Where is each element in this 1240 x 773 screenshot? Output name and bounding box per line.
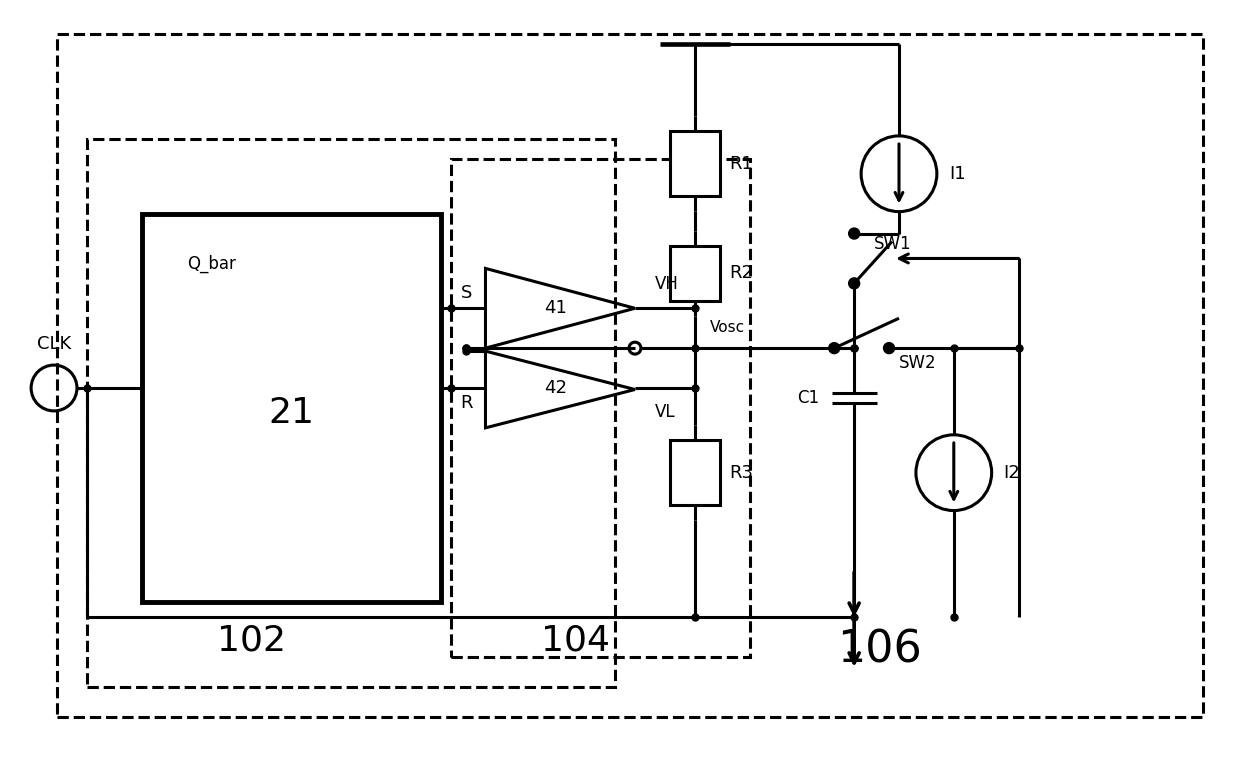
Bar [57,34,1203,717]
Text: I2: I2 [1003,464,1021,482]
Text: 21: 21 [268,396,314,430]
Text: SW2: SW2 [899,354,936,372]
Text: R2: R2 [729,264,754,282]
Text: 41: 41 [544,299,567,317]
Text: 42: 42 [543,379,567,397]
Circle shape [848,228,859,239]
Circle shape [828,342,839,353]
Bar [450,158,749,657]
Bar [87,139,615,687]
Text: VH: VH [655,275,678,293]
Text: R: R [460,394,474,412]
Text: Vosc: Vosc [709,320,745,335]
Text: CLK: CLK [37,335,71,353]
Text: 106: 106 [837,629,921,672]
Text: I1: I1 [949,165,966,182]
Bar [670,131,719,196]
Text: 104: 104 [541,623,610,657]
Text: R3: R3 [729,464,754,482]
Text: C1: C1 [797,389,820,407]
Text: SW1: SW1 [874,234,911,253]
Circle shape [848,278,859,289]
Bar [670,441,719,505]
Text: S: S [460,284,472,302]
Text: Q_bar: Q_bar [187,254,236,273]
Circle shape [884,342,894,353]
Bar [670,246,719,301]
Text: R1: R1 [729,155,754,173]
Bar [141,213,440,602]
Text: 102: 102 [217,623,286,657]
Text: VL: VL [655,403,676,421]
